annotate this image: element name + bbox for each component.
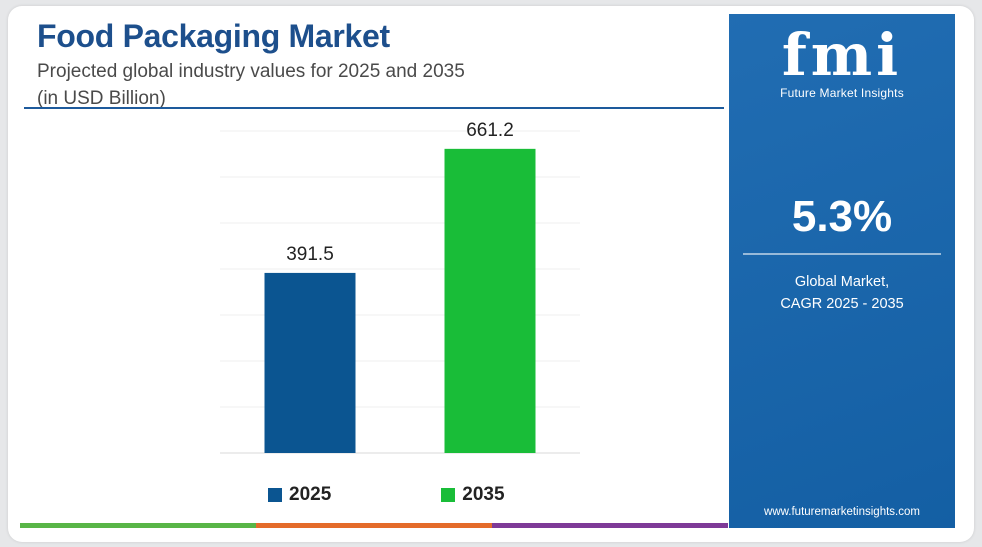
strip-orange [256, 523, 492, 528]
strip-green [20, 523, 256, 528]
legend-item-2025: 2025 [268, 484, 331, 506]
subtitle-line-2: (in USD Billion) [37, 88, 166, 109]
cagr-caption: Global Market, CAGR 2025 - 2035 [729, 271, 955, 315]
chart-title: Food Packaging Market [37, 18, 390, 54]
bar-chart: 391.5 661.2 [220, 120, 580, 454]
data-label-2035: 661.2 [466, 120, 514, 141]
legend-label-2035: 2035 [462, 484, 505, 505]
header-divider [24, 107, 724, 109]
bottom-color-strip [20, 523, 728, 528]
strip-purple [492, 523, 728, 528]
cagr-caption-line-1: Global Market, [794, 274, 890, 290]
chart-subtitle: Projected global industry values for 202… [37, 58, 465, 112]
website-link[interactable]: www.futuremarketinsights.com [764, 506, 920, 518]
brand-name: Future Market Insights [780, 86, 904, 100]
chart-legend: 2025 2035 [268, 484, 505, 506]
panel-texture [729, 14, 955, 528]
panel-divider [743, 253, 941, 255]
legend-swatch-2035 [441, 488, 456, 502]
legend-label-2025: 2025 [289, 484, 332, 505]
legend-item-2035: 2035 [441, 484, 505, 506]
cagr-value: 5.3% [791, 192, 893, 241]
infographic-card: Food Packaging Market Projected global i… [8, 6, 974, 542]
bar-2025 [264, 272, 356, 453]
legend-swatch-2025 [268, 488, 282, 502]
logo-mark: fmi [781, 21, 903, 89]
cagr-caption-line-2: CAGR 2025 - 2035 [780, 296, 904, 312]
subtitle-line-1: Projected global industry values for 202… [37, 61, 465, 82]
bar-2035 [444, 148, 536, 453]
side-panel: fmi Future Market Insights 5.3% Global M… [729, 14, 955, 528]
data-label-2025: 391.5 [286, 244, 334, 265]
fmi-logo: fmi Future Market Insights [729, 24, 955, 100]
